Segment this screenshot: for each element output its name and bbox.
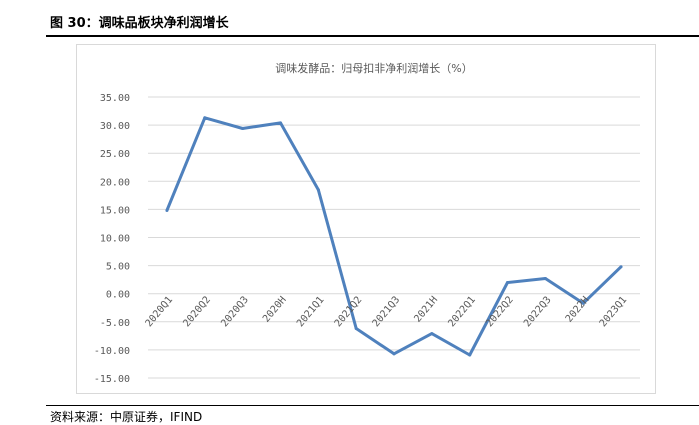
data-point bbox=[278, 121, 282, 125]
y-tick-label: 15.00 bbox=[100, 205, 130, 216]
x-tick-label: 2020H bbox=[261, 295, 289, 325]
data-point bbox=[543, 277, 547, 281]
footer-rule bbox=[46, 405, 699, 406]
x-tick-label: 2022Q3 bbox=[522, 295, 554, 330]
data-point bbox=[203, 116, 207, 120]
series-line-layer bbox=[165, 116, 623, 357]
x-tick-label: 2020Q2 bbox=[181, 295, 213, 330]
y-tick-label: 35.00 bbox=[100, 93, 130, 104]
data-point bbox=[506, 280, 510, 284]
figure-header: 图 30：调味品板块净利润增长 bbox=[0, 0, 699, 37]
x-tick-label: 2021Q1 bbox=[295, 295, 327, 330]
y-tick-label: 10.00 bbox=[100, 234, 130, 245]
y-tick-label: -5.00 bbox=[100, 318, 130, 329]
y-tick-label: 0.00 bbox=[106, 290, 130, 301]
x-tick-label: 2020Q3 bbox=[219, 295, 251, 330]
figure-title: 图 30：调味品板块净利润增长 bbox=[50, 16, 229, 31]
data-point bbox=[241, 126, 245, 130]
x-tick-label: 2020Q1 bbox=[144, 295, 176, 330]
data-point bbox=[581, 301, 585, 305]
data-point bbox=[165, 209, 169, 213]
data-point bbox=[316, 188, 320, 192]
x-tick-label: 2022Q1 bbox=[446, 295, 478, 330]
data-point bbox=[354, 327, 358, 331]
header-rule bbox=[46, 35, 699, 37]
x-tick-label: 2023Q1 bbox=[598, 295, 630, 330]
y-tick-label: 30.00 bbox=[100, 121, 130, 132]
x-tick-label: 2021Q3 bbox=[371, 295, 403, 330]
gridlines bbox=[148, 96, 640, 379]
y-tick-label: 20.00 bbox=[100, 177, 130, 188]
data-point bbox=[392, 352, 396, 356]
data-point bbox=[468, 353, 472, 357]
source-note: 资料来源：中原证券，IFIND bbox=[50, 410, 203, 424]
x-tick-labels: 2020Q1 2020Q2 2020Q3 2020H 2021Q1 2021Q2 2021Q… bbox=[144, 295, 630, 330]
y-tick-label: 5.00 bbox=[106, 262, 130, 273]
data-point bbox=[430, 332, 434, 336]
chart-title: 调味发酵品：归母扣非净利润增长（%） bbox=[275, 61, 472, 75]
y-tick-labels: 35.00 30.00 25.00 20.00 15.00 10.00 5.00 0.00 -5… bbox=[94, 93, 130, 385]
y-tick-label: -10.00 bbox=[94, 346, 130, 357]
x-tick-label: 2021H bbox=[412, 295, 440, 325]
chart-frame bbox=[76, 44, 656, 394]
y-tick-label: 25.00 bbox=[100, 149, 130, 160]
y-tick-label: -15.00 bbox=[94, 374, 130, 385]
data-point bbox=[619, 265, 623, 269]
